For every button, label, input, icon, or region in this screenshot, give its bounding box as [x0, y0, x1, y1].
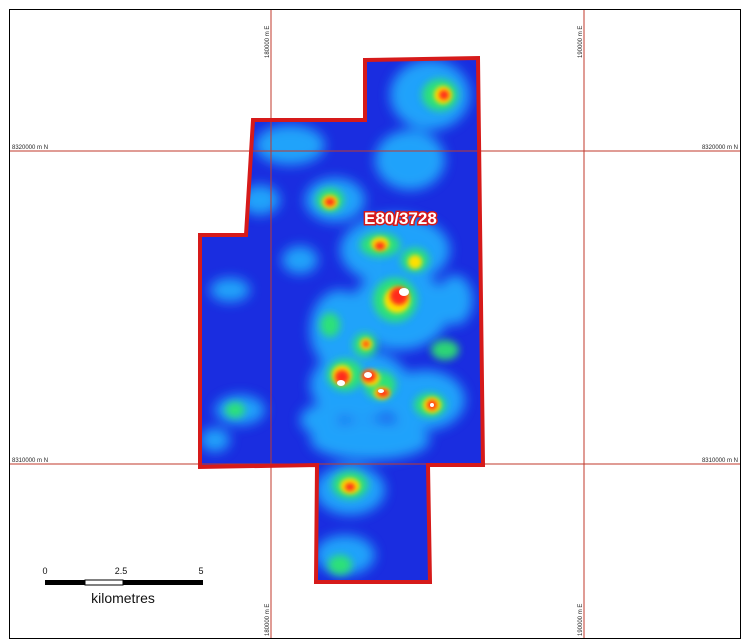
scale-tick-5: 5: [198, 566, 203, 576]
tenement-boundary: [198, 55, 486, 584]
scale-tick-0: 0: [42, 566, 47, 576]
easting-label-left-top: 180000 m E: [265, 26, 271, 58]
core-anomaly-layer: [337, 288, 434, 407]
scale-unit-label: kilometres: [91, 590, 155, 606]
scale-tick-2-5: 2.5: [115, 566, 128, 576]
coordinate-grid: [10, 10, 740, 638]
northing-label-lower-left: 8310000 m N: [12, 458, 48, 464]
easting-label-right-top: 190000 m E: [578, 26, 584, 58]
scale-bar-segment-light: [84, 579, 124, 586]
map-frame: [9, 9, 741, 639]
easting-label-left-bottom: 180000 m E: [265, 604, 271, 636]
scale-bar: 0 2.5 5 kilometres: [42, 566, 203, 606]
easting-label-right-bottom: 190000 m E: [578, 604, 584, 636]
northing-label-upper-right: 8320000 m N: [702, 145, 738, 151]
scale-bar-segment-dark-2: [123, 580, 203, 585]
anomaly-raster: [200, 58, 483, 582]
northing-label-upper-left: 8320000 m N: [12, 145, 48, 151]
scale-bar-segment-dark-1: [45, 580, 85, 585]
northing-label-lower-right: 8310000 m N: [702, 458, 738, 464]
tenement-label: E80/3728: [364, 209, 437, 228]
